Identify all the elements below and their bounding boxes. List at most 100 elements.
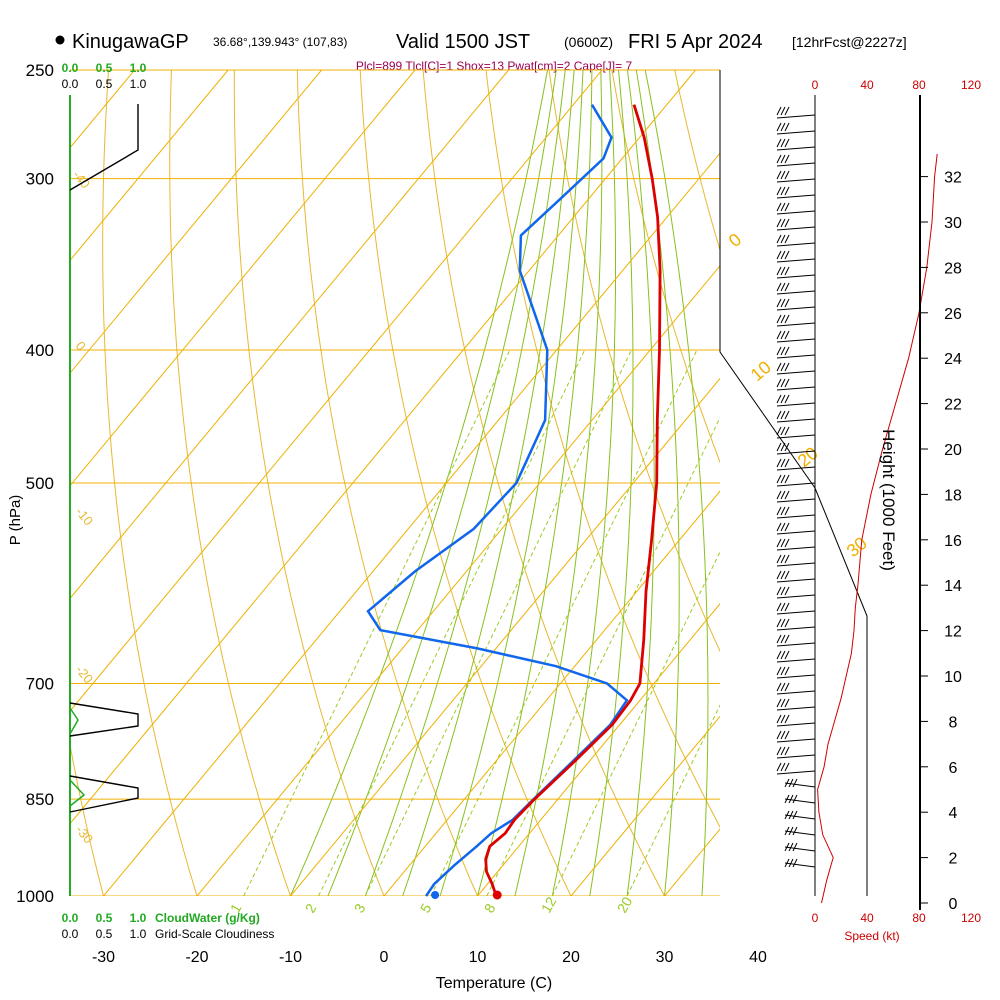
wind-barb-feather	[776, 762, 782, 772]
dry-adiabat-label: -20	[73, 662, 97, 686]
dry-adiabat-label: -30	[73, 822, 97, 846]
wind-barb-feather	[780, 346, 786, 356]
wind-barb-feather	[780, 714, 786, 724]
cloudiness-bottom-tick: 0.0	[62, 927, 79, 941]
wind-barb-feather	[784, 298, 790, 308]
wind-barb-feather	[784, 842, 790, 852]
y-axis-label: P (hPa)	[7, 495, 24, 546]
mixing-ratio-label: 20	[614, 894, 636, 916]
wind-barb	[776, 722, 816, 727]
height-tick-label: 24	[944, 351, 962, 368]
wind-barb-feather	[784, 618, 790, 628]
wind-barb-feather	[784, 442, 790, 452]
cloudiness-bottom-tick: 0.5	[96, 927, 113, 941]
wind-barb-feather	[784, 858, 790, 868]
wind-barb-feather	[780, 618, 786, 628]
wind-barb-feather	[788, 810, 794, 820]
dry-adiabat-label: -10	[73, 504, 97, 528]
wind-barb-feather	[780, 634, 786, 644]
wind-barb	[776, 114, 816, 119]
wind-barb-feather	[784, 554, 790, 564]
wind-barb-feather	[784, 266, 790, 276]
dry-adiabat-labels: 0-10-20-30-40	[70, 167, 97, 846]
height-tick-label: 28	[944, 260, 962, 277]
x-tick-label: -20	[185, 949, 208, 966]
wind-barb-feather	[776, 186, 782, 196]
wind-barb-feather	[776, 522, 782, 532]
wind-barb-feather	[780, 378, 786, 388]
cloud-axis-ticks: 0.0 0.0 0.5 0.5 1.0 1.0 0.0 0.0 0.5 0.5 1.0 1.0	[62, 61, 147, 941]
wind-barb-feather	[780, 458, 786, 468]
wind-barb-feather	[780, 266, 786, 276]
cloudiness-profile-upper	[69, 104, 139, 191]
temperature-trace	[484, 104, 662, 897]
height-tick-label: 32	[944, 170, 962, 187]
moist-adiabat-line	[626, 70, 655, 896]
dry-adiabat-line	[296, 70, 478, 896]
valid-time: Valid 1500 JST	[396, 31, 530, 53]
wind-barb-feather	[776, 298, 782, 308]
wind-barb-feather	[776, 234, 782, 244]
wind-barb-feather	[784, 746, 790, 756]
station-coords: 36.68°,139.943° (107,83)	[213, 35, 347, 49]
wind-barb	[776, 386, 816, 391]
wind-speed-bottom-tick: 40	[860, 911, 874, 925]
wind-barb	[776, 210, 816, 215]
mixing-ratio-line	[430, 349, 698, 896]
wind-barb	[776, 130, 816, 135]
wind-barb-feather	[780, 330, 786, 340]
wind-barb-feather	[784, 650, 790, 660]
wind-barb	[776, 642, 816, 647]
pressure-tick-label: 700	[26, 674, 54, 693]
wind-barb-feather	[776, 378, 782, 388]
wind-barb-feather	[780, 170, 786, 180]
wind-barb-feather	[780, 666, 786, 676]
wind-barb-feather	[784, 330, 790, 340]
wind-barb-feather	[780, 506, 786, 516]
wind-barb-feather	[780, 394, 786, 404]
wind-barb-feather	[784, 682, 790, 692]
wind-barb	[776, 498, 816, 503]
wind-barb-feather	[776, 458, 782, 468]
mixing-ratio-line	[626, 704, 720, 896]
wind-barb-feather	[776, 410, 782, 420]
moist-adiabat-line	[514, 70, 603, 896]
wind-barb-feather	[784, 314, 790, 324]
wind-barb	[784, 862, 816, 868]
cloud-profiles	[69, 104, 139, 813]
cloudiness-profile-mid	[69, 702, 139, 737]
wind-barb-feather	[776, 730, 782, 740]
wind-barb-feather	[780, 362, 786, 372]
wind-barb-feather	[784, 474, 790, 484]
wind-barb-feather	[776, 650, 782, 660]
wind-barb-feather	[784, 698, 790, 708]
wind-barb	[776, 562, 816, 567]
wind-barb	[776, 226, 816, 231]
isobars	[70, 70, 720, 896]
isotherm-line	[70, 70, 322, 374]
cloud-water-label: CloudWater (g/Kg)	[155, 911, 260, 925]
wind-barb-feather	[784, 490, 790, 500]
wind-barb-feather	[788, 778, 794, 788]
wind-barb-feather	[776, 474, 782, 484]
dry-adiabat-line	[611, 70, 720, 464]
wind-barb	[776, 514, 816, 519]
mixing-ratio-line	[318, 349, 586, 896]
wind-barb-feather	[776, 122, 782, 132]
wind-barb	[776, 450, 816, 455]
pressure-tick-label: 250	[26, 61, 54, 80]
wind-barb-feather	[776, 330, 782, 340]
cloud-water-bottom-tick: 0.0	[62, 911, 79, 925]
forecast-info: [12hrFcst@2227z]	[792, 34, 907, 50]
wind-barb-feather	[784, 250, 790, 260]
wind-barb-feather	[784, 666, 790, 676]
wind-barb	[776, 306, 816, 311]
wind-barb-feather	[780, 426, 786, 436]
wind-barb-feather	[780, 442, 786, 452]
wind-barb-feather	[784, 570, 790, 580]
x-tick-label: 20	[562, 949, 580, 966]
height-tick-label: 12	[944, 624, 962, 641]
height-tick-label: 20	[944, 442, 962, 459]
height-tick-label: 6	[949, 760, 958, 777]
